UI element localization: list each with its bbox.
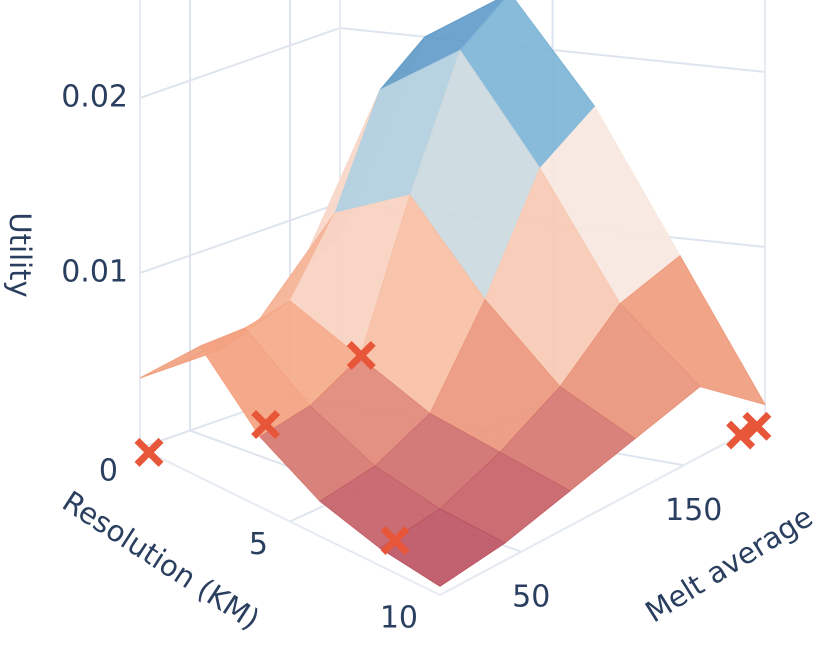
scatter <box>134 340 772 555</box>
z-tick-label: 0.02 <box>61 80 128 115</box>
scatter-marker <box>742 411 772 441</box>
z-grid-line <box>139 202 341 274</box>
z-axis-title: Utility <box>3 212 37 297</box>
scatter-marker <box>346 340 376 370</box>
x-axis-title: Resolution (KM) <box>56 484 265 636</box>
z-grid-line <box>139 27 341 99</box>
scatter-marker <box>380 526 410 555</box>
surface-patch <box>379 508 506 587</box>
x-tick-label: 0 <box>99 454 118 489</box>
scatter-marker <box>726 420 756 450</box>
y-tick-label: 50 <box>512 579 550 614</box>
z-tick-label: 0.01 <box>61 255 128 290</box>
axis-edge <box>139 447 441 596</box>
scatter-marker <box>134 437 164 467</box>
x-tick-label: 5 <box>249 527 268 562</box>
y-tick-label: 150 <box>665 493 722 528</box>
axis-edge <box>439 421 766 596</box>
x-tick-label: 10 <box>380 601 418 636</box>
scatter-marker <box>251 409 281 439</box>
surface <box>139 0 767 587</box>
